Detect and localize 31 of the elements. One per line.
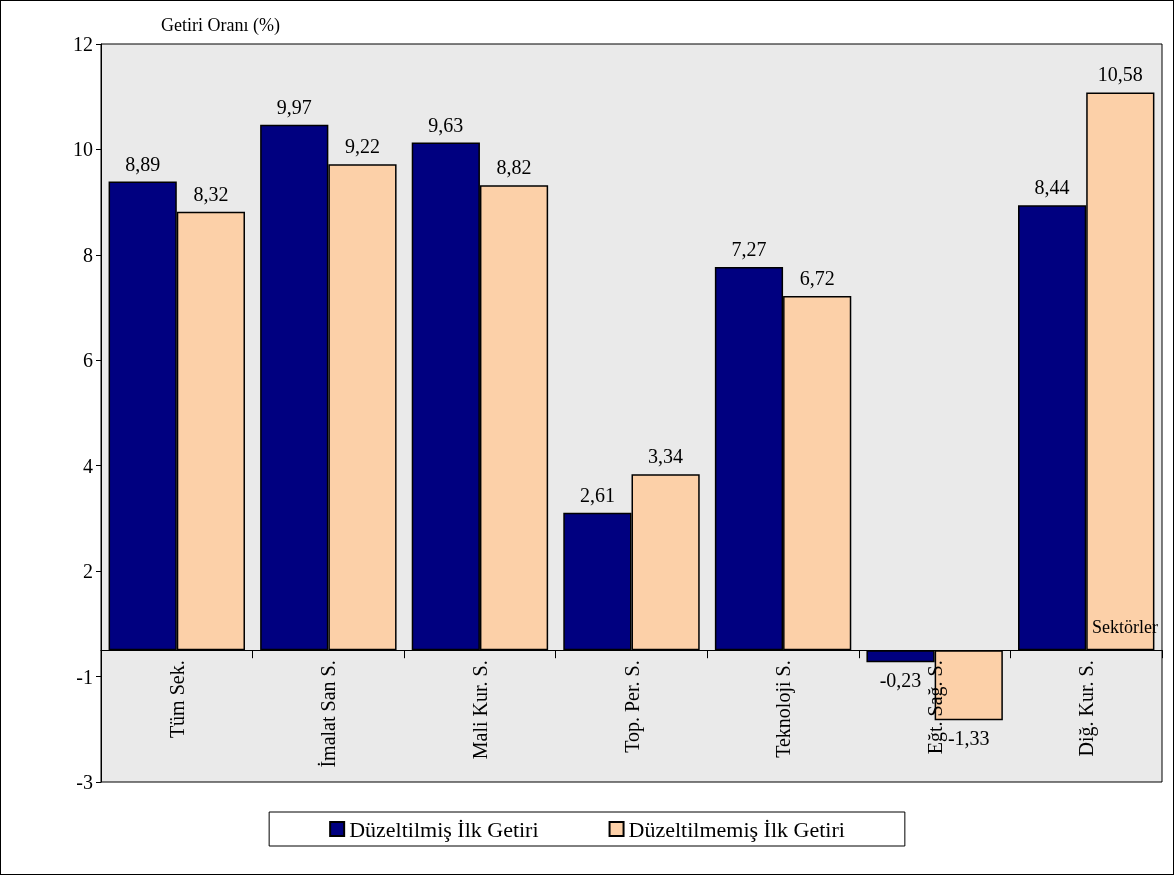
y-tick-label: 12: [73, 33, 93, 55]
data-label: 9,22: [344, 135, 380, 158]
data-label: 7,27: [731, 237, 767, 260]
data-label: 9,63: [428, 113, 464, 136]
y-axis-title: Getiri Oranı (%): [161, 15, 280, 36]
y-tick-label: 10: [73, 138, 93, 161]
x-tick-label: Teknoloji S.: [772, 660, 796, 758]
x-tick-label: Top. Per. S.: [620, 660, 644, 753]
y-tick-label: -3: [76, 771, 93, 793]
x-tick-label: Diğ. Kur. S.: [1075, 660, 1099, 757]
y-tick-label: 2: [83, 560, 93, 583]
data-label: 8,82: [496, 156, 532, 179]
data-label: 2,61: [579, 483, 615, 506]
data-label: -0,23: [879, 669, 922, 692]
x-tick-label: Mali Kur. S.: [468, 660, 491, 760]
legend-label: Düzeltilmemiş İlk Getiri: [628, 816, 845, 842]
data-label: 10,58: [1097, 63, 1143, 86]
x-tick-label: Tüm Sek.: [165, 660, 188, 739]
y-tick-label: 4: [83, 454, 93, 477]
data-label: 3,34: [648, 445, 684, 468]
data-label: 6,72: [799, 266, 835, 289]
x-tick-label: İmalat San S.: [317, 660, 340, 768]
y-tick-label: 8: [83, 243, 93, 266]
y-tick-label: -1: [76, 665, 93, 688]
legend-label: Düzeltilmiş İlk Getiri: [349, 816, 539, 842]
y-tick-label: 6: [83, 349, 93, 372]
data-label: 8,44: [1034, 176, 1070, 199]
data-label: -1,33: [947, 727, 990, 750]
data-label: 8,89: [125, 152, 161, 175]
data-label: 9,97: [276, 95, 312, 118]
data-label: 8,32: [193, 182, 229, 205]
